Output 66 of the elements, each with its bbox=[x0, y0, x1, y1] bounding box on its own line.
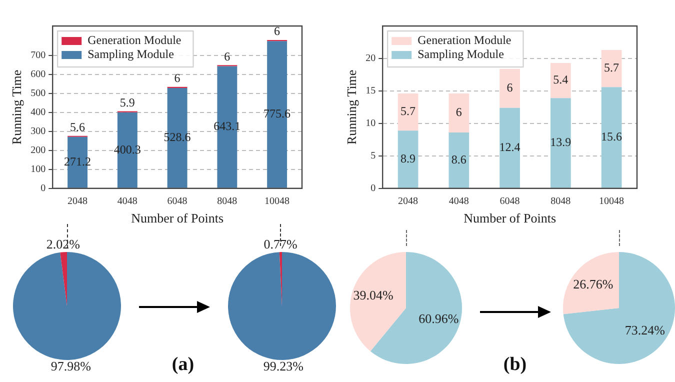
x-axis-title: Number of Points bbox=[464, 210, 556, 226]
bar bbox=[500, 68, 520, 108]
y-tick-label: 200 bbox=[30, 145, 46, 156]
data-label: 39.04% bbox=[353, 288, 394, 303]
data-label: 5.4 bbox=[553, 72, 568, 87]
y-axis-title: Running Time bbox=[344, 70, 360, 145]
data-label: 73.24% bbox=[624, 322, 666, 338]
text: (a) bbox=[172, 354, 194, 376]
bar bbox=[601, 87, 622, 188]
data-label: 26.76% bbox=[573, 276, 614, 292]
data-label: 0.77% bbox=[264, 236, 298, 252]
y-tick-label: 15 bbox=[366, 86, 376, 97]
text: (b) bbox=[503, 354, 527, 376]
x-tick-label: 4048 bbox=[117, 196, 138, 208]
bar bbox=[448, 94, 470, 133]
data-label: 6 bbox=[224, 49, 230, 64]
data-label: 6 bbox=[174, 71, 180, 86]
data-label: 6 bbox=[506, 80, 513, 95]
x-axis-title: Number of Points bbox=[131, 210, 224, 226]
y-tick-label: 0 bbox=[370, 183, 376, 194]
bar bbox=[398, 94, 418, 131]
data-label: 8.9 bbox=[400, 151, 416, 166]
data-label: 8.6 bbox=[451, 152, 466, 166]
data-label: 13.9 bbox=[550, 135, 572, 150]
x-tick-label: 10048 bbox=[599, 196, 624, 208]
x-tick-label: 4048 bbox=[448, 196, 469, 208]
y-tick-label: 500 bbox=[30, 88, 46, 100]
data-label: 5.6 bbox=[70, 120, 86, 134]
data-label: 5.9 bbox=[120, 95, 135, 110]
y-axis-title: Running Time bbox=[9, 70, 24, 145]
x-tick-label: 2048 bbox=[68, 196, 88, 208]
legend-label: Generation Module bbox=[418, 33, 512, 48]
data-label: 5.7 bbox=[400, 104, 416, 118]
y-tick-label: 5 bbox=[370, 150, 376, 162]
data-label: 99.23% bbox=[263, 358, 304, 374]
x-tick-label: 8048 bbox=[217, 196, 238, 208]
y-tick-label: 300 bbox=[30, 126, 46, 138]
x-tick-label: 8048 bbox=[550, 196, 571, 208]
data-label: 15.6 bbox=[601, 130, 622, 144]
legend-label: Sampling Module bbox=[418, 47, 504, 62]
data-label: 6 bbox=[274, 24, 280, 38]
bar bbox=[550, 98, 571, 188]
x-tick-label: 6048 bbox=[167, 196, 188, 208]
bar bbox=[448, 132, 470, 188]
y-tick-label: 100 bbox=[30, 164, 46, 176]
y-tick-label: 700 bbox=[30, 50, 46, 62]
data-label: 12.4 bbox=[499, 140, 520, 154]
bar bbox=[550, 63, 571, 98]
y-tick-label: 400 bbox=[30, 107, 46, 118]
bar bbox=[601, 50, 622, 88]
data-label: 6 bbox=[456, 105, 462, 120]
y-tick-label: 0 bbox=[40, 183, 46, 194]
bar bbox=[500, 108, 520, 188]
x-tick-label: 6048 bbox=[500, 196, 520, 208]
y-tick-label: 20 bbox=[366, 53, 376, 64]
y-tick-label: 600 bbox=[30, 69, 46, 80]
data-label: 97.98% bbox=[50, 358, 92, 374]
legend-label: Generation Module bbox=[88, 33, 182, 48]
data-label: 5.7 bbox=[604, 60, 620, 75]
x-tick-label: 10048 bbox=[264, 196, 290, 208]
data-label: 60.96% bbox=[418, 311, 459, 326]
legend-label: Sampling Module bbox=[88, 47, 174, 62]
bar bbox=[398, 130, 418, 188]
data-label: 2.02% bbox=[46, 236, 80, 252]
y-tick-label: 10 bbox=[366, 118, 376, 130]
x-tick-label: 2048 bbox=[398, 196, 418, 208]
